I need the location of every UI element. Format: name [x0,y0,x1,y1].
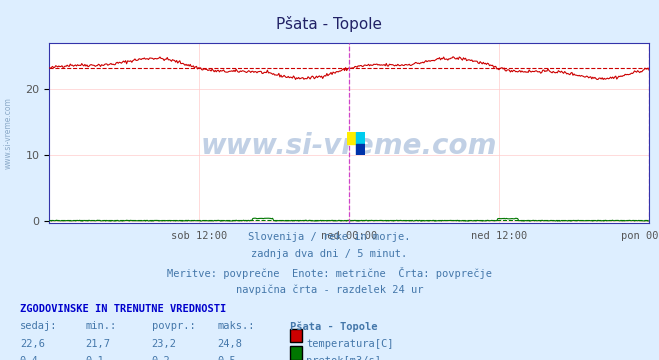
Bar [356,144,365,155]
Text: ZGODOVINSKE IN TRENUTNE VREDNOSTI: ZGODOVINSKE IN TRENUTNE VREDNOSTI [20,304,226,314]
Text: maks.:: maks.: [217,321,255,332]
Text: temperatura[C]: temperatura[C] [306,339,394,349]
Text: www.si-vreme.com: www.si-vreme.com [201,132,498,160]
Text: zadnja dva dni / 5 minut.: zadnja dva dni / 5 minut. [251,249,408,260]
Text: 0,4: 0,4 [20,356,38,360]
Text: 0,5: 0,5 [217,356,236,360]
Bar [347,132,356,144]
Text: 24,8: 24,8 [217,339,243,349]
Text: pretok[m3/s]: pretok[m3/s] [306,356,382,360]
Text: sedaj:: sedaj: [20,321,57,332]
Text: www.si-vreme.com: www.si-vreme.com [4,97,13,169]
Text: 22,6: 22,6 [20,339,45,349]
Text: min.:: min.: [86,321,117,332]
Text: Pšata - Topole: Pšata - Topole [290,321,378,332]
Text: Pšata - Topole: Pšata - Topole [277,16,382,32]
Text: 0,2: 0,2 [152,356,170,360]
Bar [356,132,365,144]
Text: Meritve: povprečne  Enote: metrične  Črta: povprečje: Meritve: povprečne Enote: metrične Črta:… [167,267,492,279]
Text: 0,1: 0,1 [86,356,104,360]
Text: povpr.:: povpr.: [152,321,195,332]
Text: 23,2: 23,2 [152,339,177,349]
Text: navpična črta - razdelek 24 ur: navpična črta - razdelek 24 ur [236,284,423,294]
Text: 21,7: 21,7 [86,339,111,349]
Text: Slovenija / reke in morje.: Slovenija / reke in morje. [248,232,411,242]
